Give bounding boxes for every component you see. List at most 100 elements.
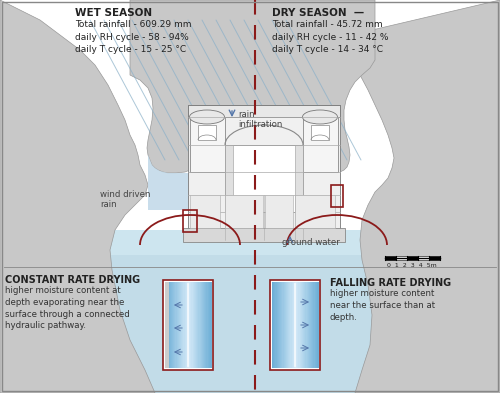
- Bar: [295, 195, 335, 228]
- Bar: [292, 282, 294, 368]
- Bar: [225, 145, 303, 212]
- Polygon shape: [0, 0, 155, 393]
- Bar: [186, 282, 188, 368]
- Text: rain
infiltration: rain infiltration: [238, 110, 282, 129]
- Bar: [182, 282, 184, 368]
- Text: CONSTANT RATE DRYING: CONSTANT RATE DRYING: [5, 275, 140, 285]
- Bar: [173, 282, 174, 368]
- Bar: [184, 282, 185, 368]
- Bar: [198, 282, 200, 368]
- Bar: [171, 282, 172, 368]
- Bar: [202, 282, 203, 368]
- Bar: [282, 282, 284, 368]
- Bar: [274, 282, 276, 368]
- Bar: [396, 256, 407, 260]
- Bar: [181, 282, 183, 368]
- Bar: [295, 282, 296, 368]
- Bar: [174, 282, 176, 368]
- Text: Total rainfall - 609.29 mm
daily RH cycle - 58 - 94%
daily T cycle - 15 - 25 °C: Total rainfall - 609.29 mm daily RH cycl…: [75, 20, 192, 54]
- Polygon shape: [0, 230, 500, 255]
- Bar: [225, 145, 233, 212]
- Bar: [204, 282, 206, 368]
- Bar: [190, 282, 192, 368]
- Bar: [429, 256, 440, 260]
- Bar: [192, 282, 194, 368]
- Text: higher moisture content
near the surface than at
depth.: higher moisture content near the surface…: [330, 289, 435, 321]
- Bar: [306, 282, 308, 368]
- Bar: [196, 282, 198, 368]
- Bar: [180, 282, 182, 368]
- Bar: [287, 282, 288, 368]
- Bar: [331, 185, 343, 207]
- Bar: [314, 282, 315, 368]
- Bar: [188, 105, 340, 117]
- Bar: [280, 282, 281, 368]
- Bar: [165, 282, 169, 368]
- Text: Total rainfall - 45.72 mm
daily RH cycle - 11 - 42 %
daily T cycle - 14 - 34 °C: Total rainfall - 45.72 mm daily RH cycle…: [272, 20, 388, 54]
- Bar: [303, 117, 338, 172]
- Bar: [304, 282, 306, 368]
- Bar: [288, 282, 290, 368]
- Bar: [273, 282, 275, 368]
- Bar: [170, 282, 171, 368]
- Bar: [317, 282, 318, 368]
- Bar: [276, 282, 278, 368]
- Bar: [225, 195, 263, 228]
- Bar: [210, 282, 212, 368]
- Bar: [290, 282, 292, 368]
- Bar: [270, 280, 320, 370]
- Bar: [190, 195, 220, 228]
- Bar: [311, 125, 329, 140]
- Bar: [298, 282, 299, 368]
- Bar: [176, 282, 178, 368]
- Bar: [198, 125, 216, 140]
- Bar: [289, 282, 291, 368]
- Bar: [179, 282, 180, 368]
- Text: wind driven
rain: wind driven rain: [100, 190, 150, 209]
- Bar: [187, 282, 188, 368]
- Bar: [294, 282, 296, 368]
- Bar: [278, 282, 280, 368]
- Bar: [418, 256, 429, 260]
- Bar: [197, 282, 199, 368]
- Bar: [206, 282, 207, 368]
- Bar: [407, 256, 418, 260]
- Bar: [184, 282, 186, 368]
- Polygon shape: [148, 155, 190, 210]
- Bar: [316, 282, 318, 368]
- Bar: [295, 145, 303, 212]
- Text: WET SEASON: WET SEASON: [75, 8, 152, 18]
- Bar: [192, 282, 193, 368]
- Bar: [168, 282, 169, 368]
- Bar: [312, 282, 314, 368]
- Bar: [183, 210, 197, 232]
- Bar: [284, 282, 286, 368]
- Bar: [385, 256, 396, 260]
- Bar: [272, 282, 274, 368]
- Bar: [308, 282, 310, 368]
- Bar: [200, 282, 202, 368]
- Polygon shape: [130, 0, 375, 173]
- Bar: [206, 282, 208, 368]
- Text: higher moisture content at
depth evaporating near the
surface through a connecte: higher moisture content at depth evapora…: [5, 286, 130, 331]
- Bar: [265, 195, 293, 228]
- Ellipse shape: [302, 110, 338, 124]
- Bar: [166, 282, 168, 368]
- Bar: [163, 280, 213, 370]
- Text: ground water: ground water: [282, 238, 340, 247]
- Bar: [168, 282, 170, 368]
- Bar: [279, 282, 280, 368]
- Ellipse shape: [190, 110, 224, 124]
- Bar: [172, 282, 174, 368]
- Bar: [286, 282, 288, 368]
- Bar: [314, 282, 316, 368]
- Bar: [203, 282, 204, 368]
- Bar: [298, 282, 300, 368]
- Text: DRY SEASON  —: DRY SEASON —: [272, 8, 364, 18]
- Bar: [189, 282, 191, 368]
- Polygon shape: [338, 0, 500, 393]
- Bar: [296, 282, 298, 368]
- Bar: [190, 117, 225, 172]
- Bar: [176, 282, 177, 368]
- Bar: [302, 282, 304, 368]
